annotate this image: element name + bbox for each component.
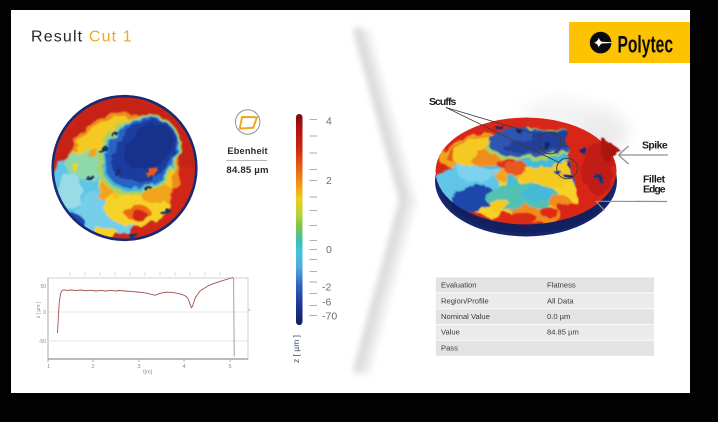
svg-text:z [ µm ]: z [ µm ] <box>291 335 301 363</box>
svg-text:Polytec: Polytec <box>618 32 674 59</box>
svg-text:t[m]: t[m] <box>143 370 153 376</box>
svg-text:Pass: Pass <box>441 343 458 352</box>
svg-text:-6: -6 <box>322 297 331 309</box>
svg-text:Fillet: Fillet <box>643 174 666 185</box>
svg-text:Nominal Value: Nominal Value <box>441 312 490 321</box>
svg-text:Region/Profile: Region/Profile <box>441 296 489 305</box>
svg-text:Edge: Edge <box>643 184 666 195</box>
svg-text:All Data: All Data <box>547 296 574 305</box>
svg-text:3: 3 <box>138 364 141 370</box>
svg-text:50: 50 <box>40 284 46 290</box>
svg-text:0: 0 <box>43 310 46 316</box>
svg-text:Result Cut 1: Result Cut 1 <box>31 29 133 46</box>
svg-text:-2: -2 <box>322 282 331 294</box>
svg-text:4: 4 <box>183 364 186 370</box>
svg-text:z [ µm ]: z [ µm ] <box>36 301 42 318</box>
svg-text:84.85 µm: 84.85 µm <box>547 328 579 337</box>
svg-text:-70: -70 <box>322 311 337 323</box>
svg-text:5: 5 <box>229 364 232 370</box>
svg-text:84.85 µm: 84.85 µm <box>226 165 268 176</box>
svg-text:Ebenheit: Ebenheit <box>227 146 267 156</box>
svg-text:-50: -50 <box>39 339 46 345</box>
svg-text:Evaluation: Evaluation <box>441 281 476 290</box>
svg-text:Spike: Spike <box>642 139 668 151</box>
svg-text:1: 1 <box>47 364 50 370</box>
svg-text:2: 2 <box>326 175 332 187</box>
svg-text:4: 4 <box>326 116 332 128</box>
svg-text:0: 0 <box>326 244 332 256</box>
svg-text:0.0 µm: 0.0 µm <box>547 312 570 321</box>
svg-text:Scuffs: Scuffs <box>429 97 457 108</box>
svg-text:2: 2 <box>92 364 95 370</box>
svg-text:Value: Value <box>441 328 460 337</box>
svg-text:Flatness: Flatness <box>547 281 576 290</box>
